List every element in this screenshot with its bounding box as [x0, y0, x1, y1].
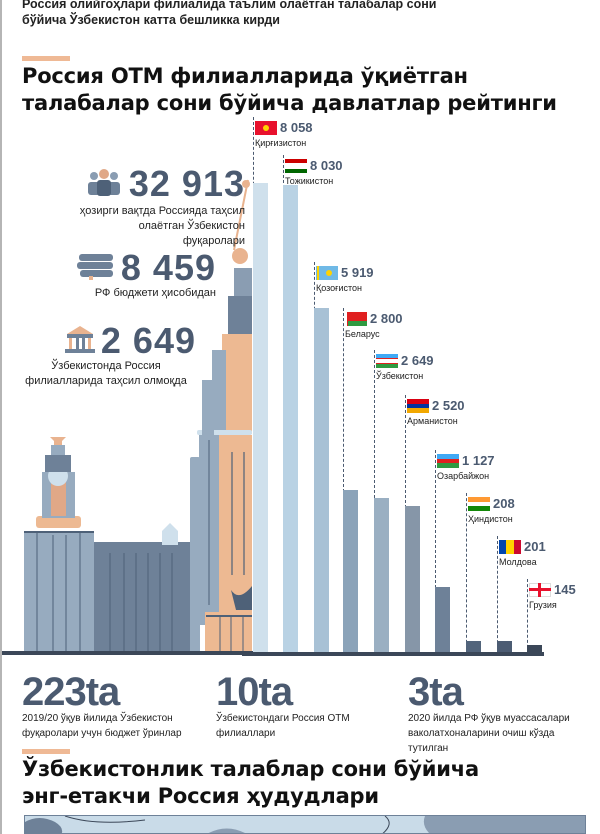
bar-label: 145 Грузия	[529, 581, 576, 610]
flag-by-icon	[345, 311, 367, 326]
bar-value-label: 2 520	[432, 398, 465, 414]
bar-guide-line	[435, 450, 436, 653]
bar-value-label: 8 058	[280, 120, 313, 136]
bottom-stat-value: 10ta	[216, 670, 293, 714]
regions-title: Ўзбекистонлик талаблар сони бўйича энг-е…	[22, 757, 479, 808]
bar-am	[405, 506, 420, 653]
bar-tj	[283, 184, 298, 653]
stat-caption: ҳозирги вақтда Россияда таҳсил олаётган …	[79, 205, 245, 247]
bar-value-label: 201	[524, 539, 546, 555]
lead-text: Россия олийгоҳлари филиалида таълим олаё…	[22, 0, 437, 27]
chart-baseline	[242, 652, 544, 656]
bar-uz	[374, 498, 389, 653]
bar-value-label: 8 030	[310, 158, 343, 174]
bottom-stat-offices: 3ta 2020 йилда РФ ўқув муассасалари вако…	[408, 670, 588, 756]
bar-guide-line	[497, 536, 498, 653]
bar-label: 5 919 Қозоғистон	[316, 264, 374, 293]
country-name: Озарбайжон	[437, 471, 490, 481]
bar-ge	[527, 644, 542, 653]
bar-guide-line	[527, 579, 528, 653]
stat-value: 2 649	[100, 320, 196, 361]
bar-label: 208 Ҳиндистон	[468, 495, 515, 524]
bar-guide-line	[466, 493, 467, 653]
bar-in	[466, 640, 481, 653]
books-icon	[76, 252, 117, 285]
bottom-stat-branches: 10ta Ўзбекистондаги Россия ОТМ филиаллар…	[216, 670, 366, 741]
country-name: Арманистон	[407, 416, 458, 426]
country-name: Қирғизистон	[255, 138, 307, 148]
bar-label: 2 800 Беларус	[345, 310, 403, 339]
bar-by	[343, 489, 358, 653]
bar-value-label: 145	[554, 582, 576, 598]
country-name: Ўзбекистон	[376, 371, 424, 381]
stat-budget-funded: 8 459 РФ бюджети ҳисобидан	[0, 250, 216, 301]
flag-az-icon	[437, 453, 459, 468]
flag-tj-icon	[285, 158, 307, 173]
stat-local-branches: 2 649 Ўзбекистонда Россия филиалларида т…	[0, 323, 196, 389]
bar-md	[497, 641, 512, 653]
bar-az	[435, 587, 450, 653]
country-name: Тожикистон	[285, 176, 334, 186]
stat-caption: РФ бюджети ҳисобидан	[94, 287, 216, 299]
bar-value-label: 2 800	[370, 311, 403, 327]
bar-value-label: 5 919	[341, 265, 374, 281]
flag-ge-icon	[529, 582, 551, 597]
russia-regions-map	[24, 815, 586, 834]
bar-label: 201 Молдова	[499, 538, 546, 567]
country-name: Беларус	[345, 329, 380, 339]
bottom-stat-caption: 2019/20 ўқув йилида Ўзбекистон фуқаролар…	[22, 713, 182, 739]
stat-value: 32 913	[128, 163, 245, 204]
bar-label: 1 127 Озарбайжон	[437, 452, 495, 481]
bar-value-label: 2 649	[401, 353, 434, 369]
country-name: Молдова	[499, 557, 537, 567]
bottom-stat-budget-places: 223ta 2019/20 ўқув йилида Ўзбекистон фуқ…	[22, 670, 212, 741]
bottom-stat-value: 3ta	[408, 670, 464, 714]
flag-md-icon	[499, 539, 521, 554]
bar-guide-line	[343, 308, 344, 653]
stat-caption: Ўзбекистонда Россия филиалларида таҳсил …	[25, 360, 187, 387]
stat-students-russia: 32 913 ҳозирги вақтда Россияда таҳсил ол…	[5, 166, 245, 249]
country-name: Грузия	[529, 600, 557, 610]
bar-label: 8 030 Тожикистон	[285, 157, 343, 186]
bar-kg	[253, 183, 268, 653]
bar-label: 2 649 Ўзбекистон	[376, 352, 434, 381]
country-name: Қозоғистон	[316, 283, 362, 293]
people-icon	[85, 167, 123, 202]
bar-kz	[314, 307, 329, 653]
bar-value-label: 208	[493, 496, 515, 512]
bar-value-label: 1 127	[462, 453, 495, 469]
bottom-stat-caption: Ўзбекистондаги Россия ОТМ филиаллари	[216, 713, 350, 739]
flag-am-icon	[407, 398, 429, 413]
stat-value: 8 459	[120, 247, 216, 288]
bottom-stat-value: 223ta	[22, 670, 120, 714]
flag-kz-icon	[316, 265, 338, 280]
flag-in-icon	[468, 496, 490, 511]
bar-label: 8 058 Қирғизистон	[255, 119, 313, 148]
university-icon	[63, 324, 97, 359]
bottom-stat-caption: 2020 йилда РФ ўқув муассасалари ваколатх…	[408, 713, 570, 754]
bar-label: 2 520 Арманистон	[407, 397, 465, 426]
country-name: Ҳиндистон	[468, 514, 513, 524]
university-building-illustration	[2, 179, 262, 655]
flag-uz-icon	[376, 353, 398, 368]
title2-accent	[22, 749, 70, 754]
flag-kg-icon	[255, 120, 277, 135]
chart-title: Россия ОТМ филиалларида ўқиётган талабал…	[22, 64, 557, 115]
title-accent	[22, 56, 70, 61]
